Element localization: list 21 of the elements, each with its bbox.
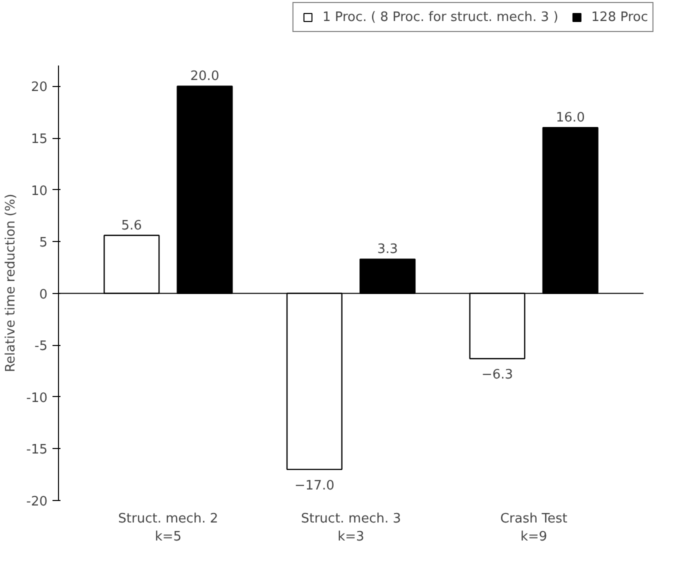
x-tick-label: Struct. mech. 2 k=5: [118, 512, 218, 544]
y-axis-title: Relative time reduction (%): [3, 194, 18, 372]
y-tick-label: -10: [26, 390, 48, 406]
data-label: 5.6: [121, 218, 142, 234]
x-tick-label: Struct. mech. 3 k=3: [300, 512, 402, 544]
data-label: 20.0: [190, 69, 220, 84]
y-tick-label: 15: [30, 132, 48, 147]
x-tick-label: Crash Test k=9: [500, 512, 568, 544]
y-tick-label: -20: [26, 494, 48, 510]
legend-label: 1 Proc. ( 8 Proc. for struct. mech. 3 ): [322, 10, 558, 24]
y-tick-label: -5: [34, 339, 48, 354]
y-tick-label: 5: [39, 236, 48, 251]
y-tick-label: -15: [26, 442, 48, 458]
data-label: −6.3: [481, 368, 514, 383]
data-label: −17.0: [294, 478, 334, 494]
legend-label: 128 Proc: [591, 10, 648, 24]
data-label: 16.0: [556, 110, 585, 126]
data-label: 3.3: [377, 242, 398, 258]
y-tick-label: 0: [39, 287, 48, 302]
y-tick-label: 20: [30, 80, 48, 96]
y-tick-label: 10: [30, 184, 48, 199]
